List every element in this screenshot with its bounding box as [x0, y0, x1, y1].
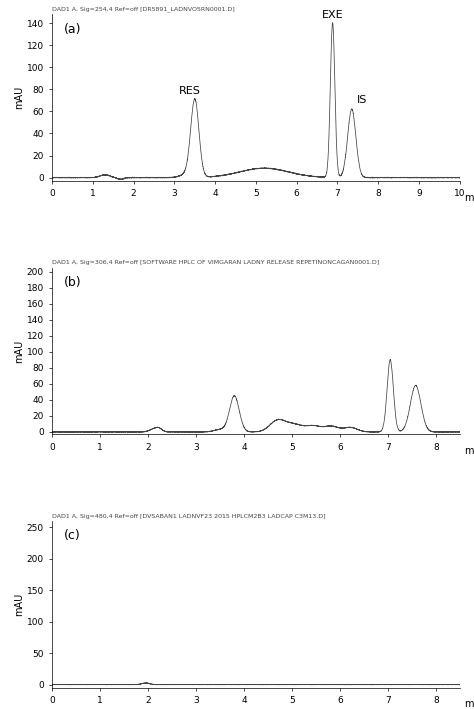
Y-axis label: mAU: mAU: [14, 593, 24, 616]
Text: (b): (b): [64, 276, 82, 289]
Text: min: min: [464, 699, 474, 709]
Text: (a): (a): [64, 23, 82, 35]
Text: DAD1 A, Sig=254,4 Ref=off [DR5891_LADNVO5RN0001.D]: DAD1 A, Sig=254,4 Ref=off [DR5891_LADNVO…: [52, 6, 235, 11]
Text: EXE: EXE: [322, 10, 343, 20]
Text: RES: RES: [179, 86, 201, 96]
Text: min: min: [464, 193, 474, 203]
Text: IS: IS: [357, 95, 367, 105]
Text: DAD1 A, Sig=480,4 Ref=off [DVSABAN1 LADNVF23 2015 HPLCM2B3 LADCAP C3M13.D]: DAD1 A, Sig=480,4 Ref=off [DVSABAN1 LADN…: [52, 513, 326, 518]
Text: (c): (c): [64, 530, 81, 542]
Text: min: min: [464, 446, 474, 456]
Y-axis label: mAU: mAU: [14, 340, 24, 362]
Text: DAD1 A, Sig=306,4 Ref=off [SOFTWARE HPLC OF VIMGARAN LADNY RELEASE REPETINONCAGA: DAD1 A, Sig=306,4 Ref=off [SOFTWARE HPLC…: [52, 260, 379, 265]
Y-axis label: mAU: mAU: [14, 86, 24, 109]
